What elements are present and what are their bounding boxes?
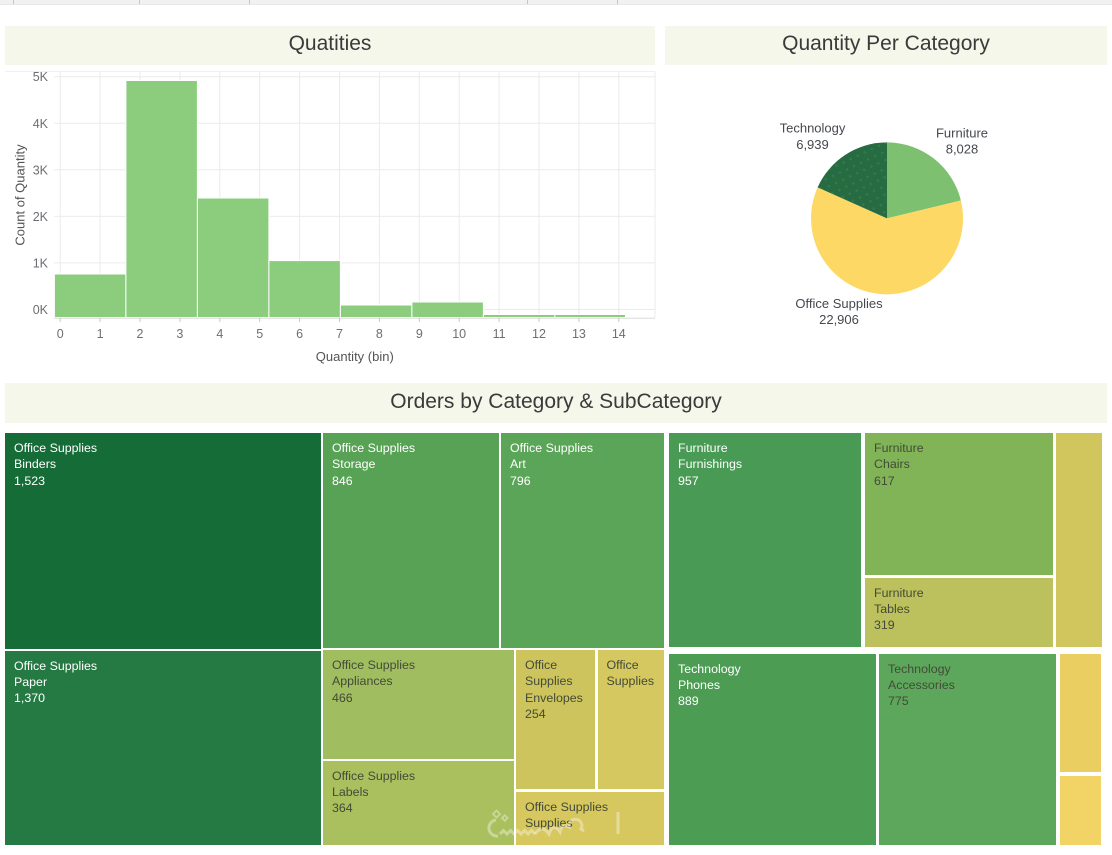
svg-text:7: 7: [336, 327, 343, 341]
svg-text:5K: 5K: [33, 70, 49, 84]
svg-text:0: 0: [57, 327, 64, 341]
svg-text:13: 13: [572, 327, 586, 341]
svg-text:9: 9: [416, 327, 423, 341]
svg-text:14: 14: [612, 327, 626, 341]
svg-text:3: 3: [176, 327, 183, 341]
svg-text:1K: 1K: [33, 256, 49, 270]
svg-text:6: 6: [296, 327, 303, 341]
svg-text:2K: 2K: [33, 210, 49, 224]
svg-text:11: 11: [493, 327, 506, 341]
svg-text:2: 2: [137, 327, 144, 341]
svg-text:3K: 3K: [33, 163, 49, 177]
svg-text:Technology: Technology: [780, 120, 846, 135]
svg-text:4K: 4K: [33, 117, 49, 131]
svg-text:5: 5: [256, 327, 263, 341]
svg-text:22,906: 22,906: [819, 312, 859, 327]
svg-text:8: 8: [376, 327, 383, 341]
svg-text:Count of Quantity: Count of Quantity: [13, 144, 28, 246]
svg-text:8,028: 8,028: [946, 141, 979, 156]
svg-text:1: 1: [97, 327, 104, 341]
svg-text:10: 10: [452, 327, 466, 341]
svg-text:Office Supplies: Office Supplies: [795, 296, 883, 311]
svg-text:Furniture: Furniture: [936, 126, 988, 141]
svg-text:0K: 0K: [33, 303, 49, 317]
svg-text:12: 12: [532, 327, 546, 341]
svg-text:Quantity (bin): Quantity (bin): [316, 349, 394, 364]
svg-text:4: 4: [216, 327, 223, 341]
svg-text:6,939: 6,939: [796, 137, 829, 152]
